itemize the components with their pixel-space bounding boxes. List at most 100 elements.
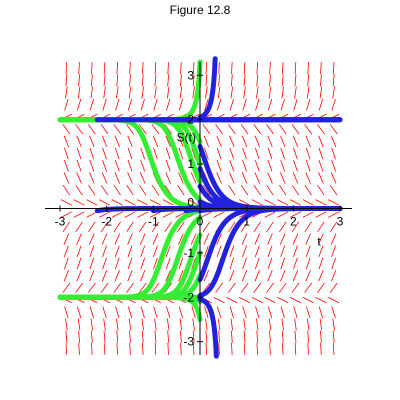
slope-segment [266,282,274,293]
slope-segment [253,282,262,293]
y-tick-label: -3 [183,335,194,349]
slope-segment [331,269,337,282]
slope-segment [178,306,184,319]
slope-segment [329,124,338,135]
slope-segment [128,86,132,99]
slope-segment [188,199,200,206]
slope-segment [166,98,171,111]
slope-segment [294,342,297,355]
slope-segment [266,184,274,196]
slope-segment [179,86,183,99]
slope-segment [101,269,108,282]
slope-segment [203,233,210,245]
slope-segment [64,257,69,270]
slope-segment [281,318,284,331]
slope-segment [76,172,82,184]
slope-segment [213,211,225,218]
slope-segment [141,86,144,99]
slope-segment [289,297,302,304]
slope-segment [167,342,169,355]
slope-segment [229,306,234,319]
slope-segment [65,86,68,99]
slope-segment [78,62,80,75]
slope-segment [269,342,271,355]
slope-segment [139,172,146,184]
slope-segment [75,282,83,293]
slope-segment [180,342,182,355]
slope-segment [256,74,259,87]
slope-segment [289,199,301,206]
slope-segment [243,342,246,355]
slope-segment [166,306,171,319]
slope-segment [154,62,157,75]
slope-segment [242,98,247,111]
slope-segment [239,199,251,206]
slope-segment [127,245,133,258]
slope-segment [330,172,337,184]
slope-segment [293,159,298,172]
slope-segment [332,342,335,355]
slope-segment [267,159,273,172]
slope-segment [332,74,335,87]
slope-segment [241,269,248,282]
slope-segment [141,318,144,331]
slope-segment [89,306,94,319]
slope-segment [142,62,144,75]
slope-segment [76,159,82,172]
slope-segment [306,318,310,331]
slope-segment [114,233,121,245]
slope-segment [153,306,158,319]
slope-segment [217,86,221,99]
slope-segment [280,306,285,319]
slope-segment [113,282,122,293]
slope-segment [165,172,171,184]
slope-segment [278,282,287,293]
slope-segment [113,184,121,196]
slope-segment [126,184,134,196]
slope-segment [328,297,340,304]
slope-segment [192,318,195,331]
slope-segment [230,318,234,331]
slope-segment [315,199,327,206]
y-axis-label: S(t) [177,130,196,144]
y-tick-label: 3 [187,68,194,82]
slope-segment [114,135,120,148]
slope-segment [267,172,273,184]
slope-segment [305,233,311,245]
slope-segment [205,62,208,75]
slope-segment [293,98,298,111]
slope-segment [229,98,234,111]
slope-segment [215,282,223,293]
slope-segment [89,257,95,270]
slope-segment [305,269,311,282]
slope-segment [180,74,182,87]
slope-segment [229,135,235,148]
slope-segment [153,98,158,111]
slope-segment [228,184,236,196]
slope-segment [128,318,132,331]
slope-segment [203,245,209,258]
slope-segment [129,74,131,87]
x-axis-label: t [317,235,321,249]
slope-segment [267,306,273,319]
slope-segment [63,269,69,282]
slope-segment [205,86,208,99]
slope-segment [269,62,271,75]
slope-segment [317,124,325,135]
slope-segment [215,124,223,135]
slope-segment [217,318,221,331]
slope-segment [73,199,85,206]
y-tick-label: -2 [183,290,194,304]
slope-segment [116,330,119,343]
slope-segment [238,297,251,304]
slope-segment [302,211,314,218]
slope-segment [268,318,272,331]
slope-segment [164,184,172,196]
slope-segment [90,318,94,331]
slope-segment [294,74,297,87]
slope-segment [280,98,285,111]
slope-segment [302,297,314,304]
slope-segment [205,330,208,343]
slope-segment [294,318,297,331]
slope-segment [242,159,247,172]
